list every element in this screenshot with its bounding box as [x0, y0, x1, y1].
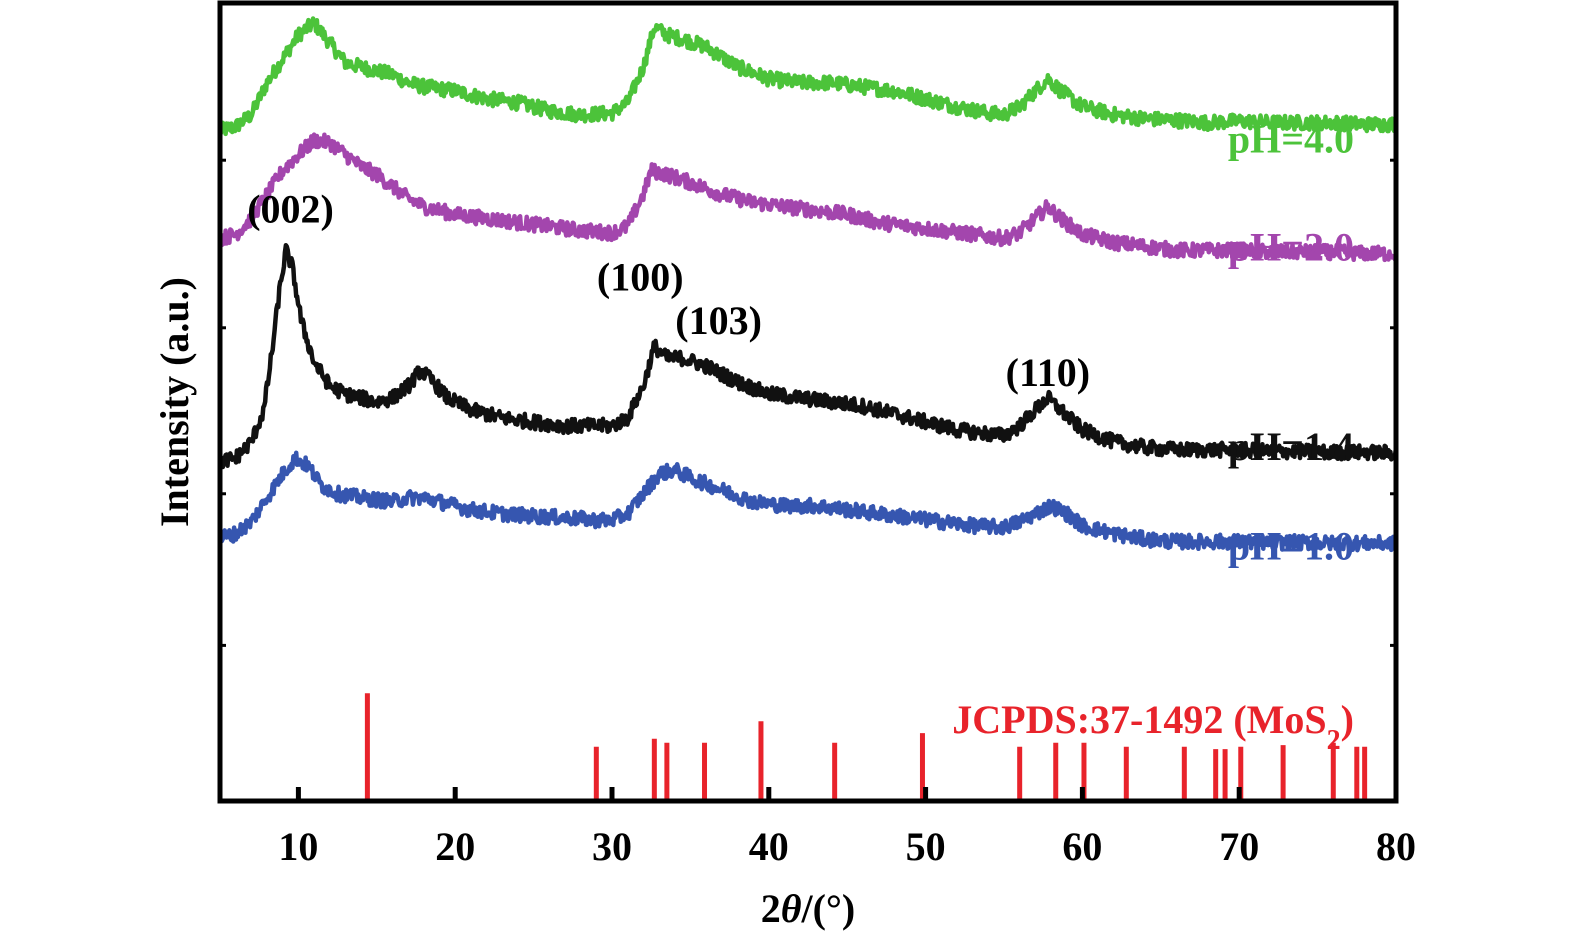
x-tick-labels: 10 20 30 40 50 60 70 80	[278, 824, 1416, 869]
series-label-2: pH=1.4	[1228, 424, 1354, 469]
peak-annotations: (002) (100)(103) (110)	[247, 186, 1090, 395]
peak-annotation-1: (100)	[597, 254, 684, 299]
x-tick-label-5: 60	[1062, 824, 1102, 869]
x-axis-title-theta: θ	[781, 886, 802, 931]
series-line-0	[217, 16, 1399, 137]
plot-frame	[217, 0, 1399, 804]
reference-label-sub: 2	[1327, 725, 1341, 756]
peak-annotation-3: (110)	[1006, 350, 1090, 395]
peak-annotation-0: (002)	[247, 186, 334, 231]
x-tick-label-7: 80	[1376, 824, 1416, 869]
reference-label: JCPDS:37-1492 (MoS2)	[952, 697, 1354, 756]
series-label-3: pH=1.0	[1228, 524, 1354, 569]
reference-label-end: )	[1341, 697, 1354, 742]
x-axis-title-prefix: 2	[761, 886, 781, 931]
x-tick-label-1: 20	[435, 824, 475, 869]
y-axis-title: Intensity (a.u.)	[152, 277, 197, 527]
series-label-1: pH=2.0	[1228, 224, 1354, 269]
series-labels: pH=4.0 pH=2.0 pH=1.4 pH=1.0	[1228, 117, 1354, 569]
x-axis-title-suffix: /(°)	[801, 886, 856, 931]
series-line-1	[217, 132, 1399, 263]
x-tick-label-0: 10	[278, 824, 318, 869]
x-tick-label-4: 50	[906, 824, 946, 869]
series-line-2	[217, 242, 1399, 470]
x-axis-title: 2θ/(°)	[761, 886, 856, 931]
series-lines	[217, 16, 1399, 553]
series-label-0: pH=4.0	[1228, 117, 1354, 162]
reference-label-main: JCPDS:37-1492 (MoS	[952, 697, 1326, 742]
x-tick-label-6: 70	[1219, 824, 1259, 869]
x-tick-label-3: 40	[749, 824, 789, 869]
peak-annotation-2: (103)	[675, 298, 762, 343]
x-tick-label-2: 30	[592, 824, 632, 869]
series-line-3	[218, 450, 1399, 553]
